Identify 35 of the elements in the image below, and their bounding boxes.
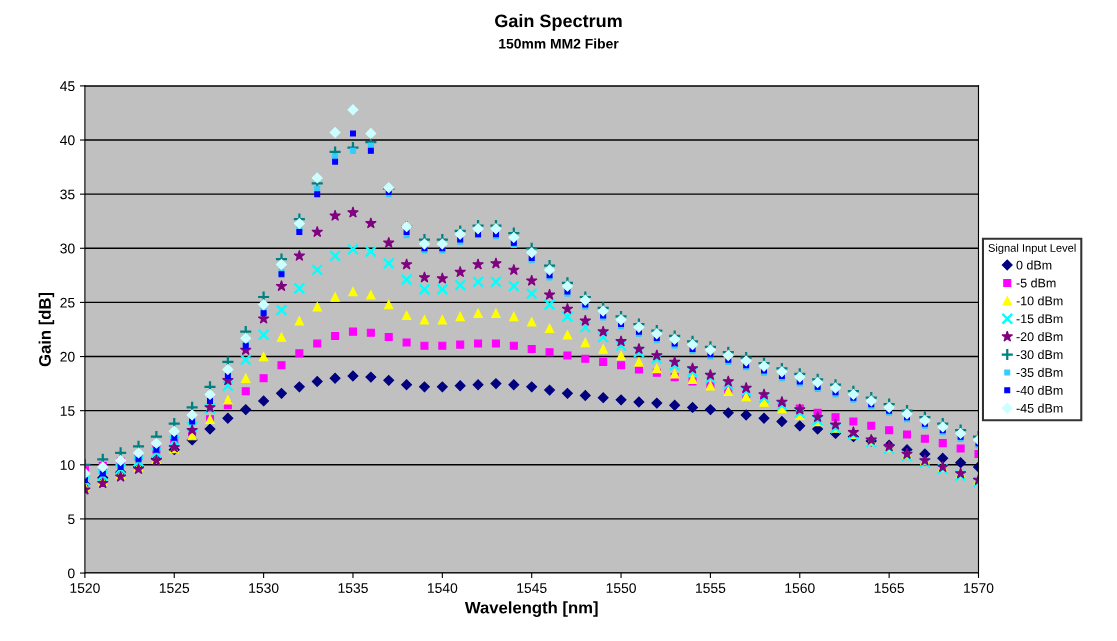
y-tick-label: 30 (60, 243, 75, 254)
y-tick-label: 25 (60, 297, 75, 308)
y-tick-label: 5 (68, 514, 75, 525)
y-tick-label: 15 (60, 406, 75, 416)
legend-label: -35 dBm (1016, 367, 1063, 377)
y-tick-label: 40 (60, 135, 75, 146)
x-tick-label: 1560 (785, 583, 815, 593)
x-tick-label: 1550 (606, 583, 636, 593)
x-tick-label: 1540 (427, 583, 458, 593)
legend-label: -40 dBm (1016, 385, 1063, 395)
x-tick-label: 1545 (517, 583, 547, 593)
chart-title: Gain Spectrum (495, 14, 622, 31)
x-tick-label: 1520 (70, 583, 100, 593)
x-tick-label: 1555 (696, 583, 726, 593)
y-tick-label: 20 (60, 351, 75, 362)
legend-label: 0 dBm (1016, 260, 1052, 270)
legend-label: -30 dBm (1016, 349, 1063, 360)
chart-subtitle: 150mm MM2 Fiber (499, 38, 619, 49)
legend-label: -15 dBm (1016, 314, 1063, 324)
legend-title: Signal Input Level (988, 243, 1076, 255)
x-tick-label: 1535 (338, 583, 368, 593)
y-tick-label: 10 (60, 460, 75, 470)
y-tick-label: 0 (67, 568, 75, 579)
x-axis-title: Wavelength [nm] (464, 601, 598, 617)
legend-label: -20 dBm (1016, 331, 1063, 342)
legend-label: -5 dBm (1016, 278, 1056, 288)
y-tick-label: 45 (60, 81, 75, 92)
x-tick-label: 1530 (249, 583, 279, 593)
x-tick-label: 1565 (874, 583, 904, 593)
x-tick-label: 1570 (964, 583, 994, 593)
y-tick-label: 35 (60, 189, 75, 200)
x-tick-label: 1525 (159, 583, 190, 593)
y-axis-title: Gain [dB] (38, 292, 55, 367)
legend-label: -10 dBm (1016, 296, 1063, 306)
legend-label: -45 dBm (1016, 403, 1063, 413)
